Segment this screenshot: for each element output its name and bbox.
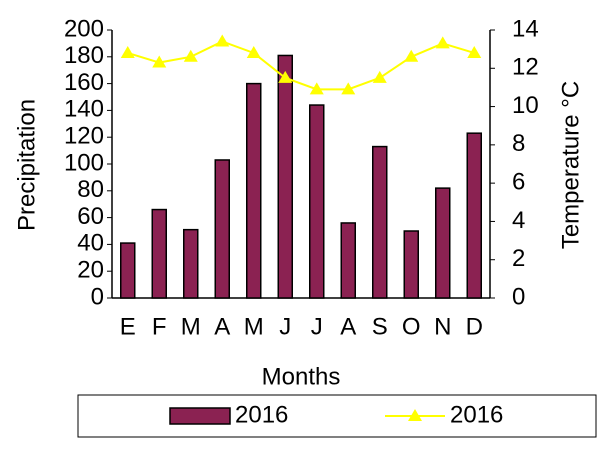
- y-tick-label: 200: [64, 15, 104, 42]
- y2-tick-label: 10: [512, 92, 539, 119]
- y-tick-label: 80: [77, 176, 104, 203]
- bar: [214, 159, 230, 299]
- line-marker: [309, 82, 324, 95]
- x-tick-label: A: [340, 313, 356, 340]
- bar: [466, 132, 482, 299]
- bar: [403, 230, 419, 299]
- legend-marker: [408, 409, 422, 421]
- line-marker: [120, 45, 135, 58]
- x-tick-label: N: [434, 313, 451, 340]
- y-tick-label: 60: [77, 203, 104, 230]
- line-marker: [372, 70, 387, 83]
- x-tick-label: A: [214, 313, 230, 340]
- line-marker: [341, 82, 356, 95]
- bar: [151, 208, 167, 299]
- y-tick-label: 40: [77, 230, 104, 257]
- bar: [183, 228, 199, 299]
- y2-tick-label: 2: [512, 245, 525, 272]
- legend-label: 2016: [450, 401, 503, 428]
- line-marker: [278, 70, 293, 83]
- line-marker: [435, 36, 450, 49]
- bar: [372, 145, 388, 299]
- bar: [120, 242, 136, 299]
- y2-tick-label: 4: [512, 207, 525, 234]
- x-tick-label: O: [402, 313, 421, 340]
- line-marker: [404, 49, 419, 62]
- line-marker: [152, 55, 167, 68]
- line-marker: [183, 49, 198, 62]
- x-tick-label: F: [152, 313, 167, 340]
- y2-tick-label: 14: [512, 15, 539, 42]
- x-axis-label: Months: [262, 363, 341, 390]
- legend-box: [77, 394, 597, 438]
- bar: [435, 187, 451, 299]
- line: [127, 40, 475, 91]
- line-marker: [246, 45, 261, 58]
- x-tick-label: M: [181, 313, 201, 340]
- y-axis-label: Precipitation: [13, 99, 40, 231]
- x-tick-label: J: [311, 313, 323, 340]
- y2-tick-label: 8: [512, 130, 525, 157]
- y2-tick-label: 6: [512, 168, 525, 195]
- bar: [246, 82, 262, 299]
- y-tick-label: 0: [91, 283, 104, 310]
- x-tick-label: S: [372, 313, 388, 340]
- y-tick-label: 160: [64, 69, 104, 96]
- y-tick-label: 20: [77, 257, 104, 284]
- legend-label: 2016: [235, 401, 288, 428]
- x-tick-label: E: [120, 313, 136, 340]
- y2-tick-label: 0: [512, 283, 525, 310]
- x-tick-label: M: [244, 313, 264, 340]
- y-tick-label: 180: [64, 42, 104, 69]
- y2-axis-label: Temperature °C: [557, 81, 584, 249]
- x-tick-label: D: [466, 313, 483, 340]
- line-marker: [215, 34, 230, 47]
- bar: [277, 54, 293, 299]
- bar: [340, 222, 356, 299]
- line-marker: [467, 45, 482, 58]
- x-tick-label: J: [279, 313, 291, 340]
- y-tick-label: 120: [64, 123, 104, 150]
- y-tick-label: 100: [64, 149, 104, 176]
- y-tick-label: 140: [64, 96, 104, 123]
- y2-tick-label: 12: [512, 54, 539, 81]
- legend-swatch: [169, 407, 231, 425]
- bar: [309, 104, 325, 299]
